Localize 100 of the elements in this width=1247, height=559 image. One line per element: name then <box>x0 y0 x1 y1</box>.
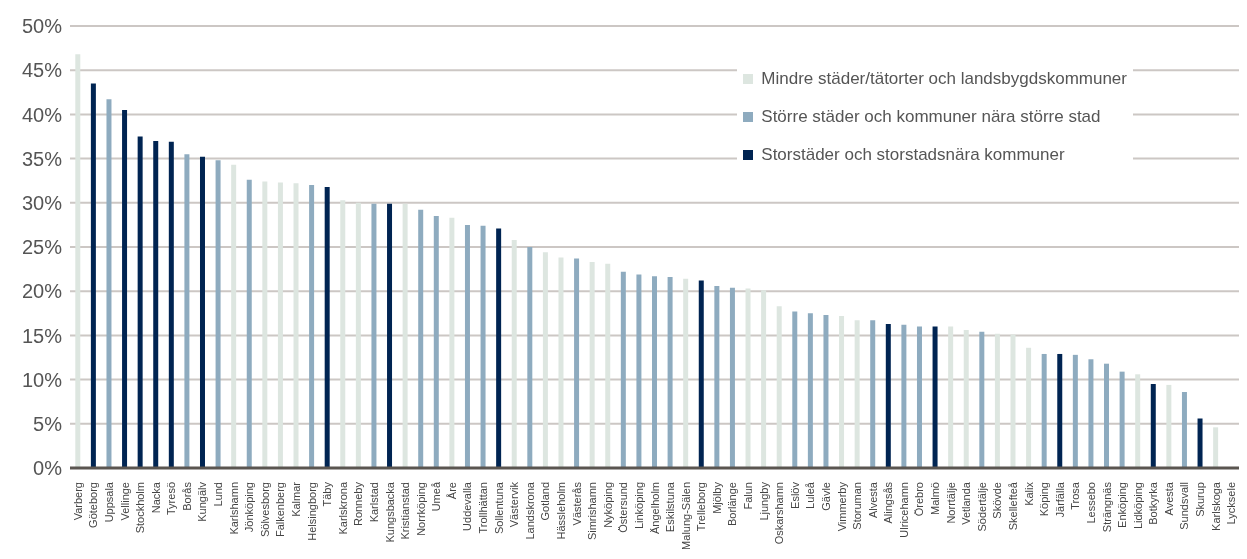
x-tick-label: Sundsvall <box>1178 482 1191 530</box>
bar <box>776 306 782 468</box>
bar <box>1181 391 1187 468</box>
bar <box>75 54 81 468</box>
y-tick-label: 10% <box>21 368 63 391</box>
bar <box>870 320 876 468</box>
x-tick-label: Karlstad <box>367 482 380 523</box>
bar <box>418 209 424 468</box>
bar <box>761 290 767 468</box>
x-tick-label: Mjölby <box>710 481 723 514</box>
y-tick-label: 20% <box>21 280 63 303</box>
bar <box>464 224 470 468</box>
bar <box>885 323 891 468</box>
x-tick-label: Strängnäs <box>1100 481 1113 533</box>
bar <box>605 263 611 468</box>
bar <box>1150 384 1156 468</box>
bar <box>636 274 642 468</box>
x-tick-label: Falkenberg <box>274 482 287 538</box>
x-tick-label: Helsingborg <box>305 482 318 541</box>
y-tick-label: 50% <box>21 15 63 38</box>
x-tick-label: Storuman <box>851 482 864 530</box>
bar <box>854 320 860 468</box>
x-tick-label: Göteborg <box>87 482 100 528</box>
bar <box>199 156 205 468</box>
x-tick-label: Skövde <box>991 482 1004 519</box>
bar <box>542 252 548 468</box>
x-tick-label: Kungälv <box>196 481 209 522</box>
y-tick-label: 25% <box>21 236 63 259</box>
x-tick-label: Gotland <box>539 482 552 521</box>
x-tick-label: Karlskoga <box>1209 481 1222 531</box>
x-tick-label: Kristianstad <box>399 482 412 540</box>
x-tick-label: Eslöv <box>788 481 801 509</box>
legend-label: Storstäder och storstadsnära kommuner <box>761 144 1065 166</box>
bar <box>402 203 408 468</box>
bar <box>839 315 845 468</box>
bar <box>1026 347 1032 468</box>
bar <box>729 287 735 468</box>
x-tick-label: Stockholm <box>134 482 147 534</box>
legend-label: Större städer och kommuner nära större stad <box>761 106 1101 128</box>
y-tick-label: 0% <box>33 457 63 480</box>
x-tick-label: Nyköping <box>601 482 614 528</box>
bar <box>1166 384 1172 468</box>
x-tick-label: Västervik <box>508 481 521 528</box>
bar <box>823 315 829 468</box>
x-tick-label: Järfälla <box>1053 481 1066 518</box>
x-tick-label: Trollhättan <box>477 482 490 534</box>
bar <box>324 186 330 468</box>
bar <box>262 181 268 468</box>
x-tick-label: Enköping <box>1116 482 1129 528</box>
x-tick-label: Linköping <box>632 482 645 530</box>
bar <box>1010 334 1016 468</box>
x-tick-label: Åre <box>445 482 458 500</box>
bar <box>215 160 221 468</box>
bar <box>90 83 96 468</box>
bar <box>698 280 704 468</box>
bar <box>1197 418 1203 468</box>
x-tick-label: Uddevalla <box>461 481 474 531</box>
x-tick-label: Alvesta <box>866 481 879 519</box>
x-tick-label: Borlänge <box>726 482 739 527</box>
x-tick-label: Trelleborg <box>695 482 708 532</box>
x-tick-label: Ronneby <box>352 481 365 527</box>
y-tick-label: 30% <box>21 191 63 214</box>
x-tick-label: Eskilstuna <box>664 481 677 533</box>
bar <box>1041 353 1047 468</box>
bar <box>246 179 252 468</box>
x-tick-label: Västerås <box>570 481 583 526</box>
x-tick-label: Kungsbacka <box>383 481 396 543</box>
x-tick-label: Simrishamn <box>586 482 599 541</box>
x-tick-label: Täby <box>321 481 334 507</box>
x-tick-label: Landskrona <box>523 481 536 540</box>
x-tick-label: Örebro <box>913 482 926 517</box>
bar <box>433 216 439 468</box>
x-tick-label: Avesta <box>1162 481 1175 516</box>
bar <box>916 326 922 468</box>
y-tick-label: 5% <box>33 412 63 435</box>
x-tick-label: Kalmar <box>290 481 303 517</box>
bar <box>293 183 299 468</box>
x-tick-label: Norrköping <box>414 482 427 536</box>
x-tick-label: Gävle <box>819 482 832 511</box>
x-tick-label: Ängelholm <box>648 482 661 534</box>
bar <box>994 333 1000 468</box>
x-tick-label: Norrtälje <box>944 482 957 524</box>
x-tick-label: Vimmerby <box>835 481 848 532</box>
bar <box>574 258 580 468</box>
bar <box>558 257 564 468</box>
bar <box>309 185 315 468</box>
bar <box>792 311 798 468</box>
x-tick-label: Lessebo <box>1084 482 1097 524</box>
bar <box>745 288 751 468</box>
x-tick-label: Lidköping <box>1131 482 1144 530</box>
bar <box>137 136 143 468</box>
bar <box>480 225 486 468</box>
legend-label: Mindre städer/tätorter och landsbygdskommuner <box>761 68 1127 90</box>
x-tick-label: Alingsås <box>882 481 895 524</box>
bar <box>1088 359 1094 468</box>
x-tick-label: Tyresö <box>165 482 178 516</box>
bar <box>168 141 174 468</box>
x-tick-label: Malung-Sälen <box>679 482 692 550</box>
bar <box>963 330 969 468</box>
x-tick-label: Östersund <box>617 482 630 533</box>
